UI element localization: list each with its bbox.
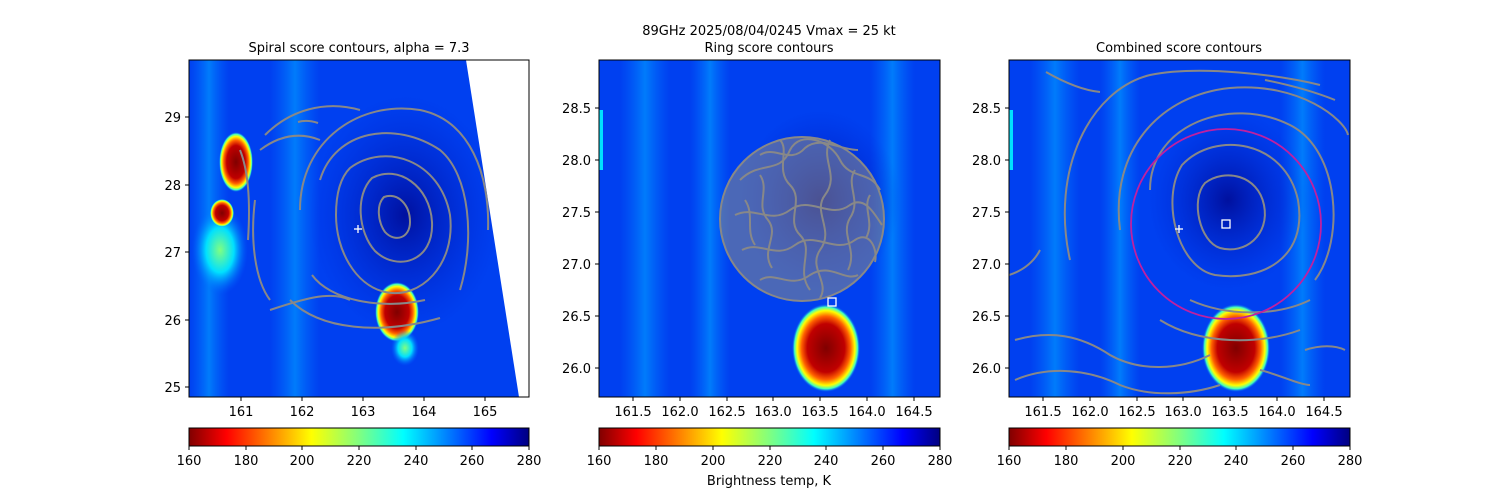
colorbar-tick-label: 280: [928, 454, 953, 469]
x-tick-label: 161: [229, 405, 254, 420]
panel-combined-frame: [1008, 59, 1351, 398]
y-tick-label: 28.0: [562, 154, 591, 169]
x-tick-label: 162.5: [1118, 405, 1155, 420]
panel-ring-frame: [598, 59, 941, 398]
y-tick-label: 27: [164, 246, 181, 261]
y-tick-label: 25: [164, 381, 181, 396]
panel-spiral-cold-cloud: [219, 132, 253, 192]
panel-spiral-cold-cloud: [210, 199, 234, 227]
colorbar-tick-label: 200: [290, 454, 315, 469]
suptitle-line2: Ring score contours: [704, 41, 833, 56]
panel-combined-xticks: 161.5 162.0 162.5 163.0 163.5 164.0 164.…: [1024, 397, 1343, 420]
panel-spiral: Spiral score contours, alpha = 7.3: [164, 41, 541, 469]
colorbar-ring: [598, 427, 941, 447]
colorbar-spiral-ticks: 160 180 200 220 240 260 280: [177, 446, 542, 469]
x-tick-label: 164.5: [1305, 405, 1342, 420]
x-tick-label: 165: [473, 405, 498, 420]
y-tick-label: 28.0: [972, 154, 1001, 169]
colorbar-tick-label: 160: [997, 454, 1022, 469]
panel-ring-contour-disc: [719, 136, 885, 302]
panel-ring-cold-cloud: [792, 304, 860, 392]
panel-ring: 161.5 162.0 162.5 163.0 163.5 164.0 164.…: [562, 59, 953, 489]
colorbar-spiral: [188, 427, 530, 447]
panel-combined-cold-cloud: [1202, 304, 1270, 392]
colorbar-tick-label: 180: [1054, 454, 1079, 469]
x-tick-label: 164: [412, 405, 437, 420]
colorbar-tick-label: 280: [517, 454, 542, 469]
panel-spiral-title: Spiral score contours, alpha = 7.3: [248, 41, 469, 56]
y-tick-label: 28.5: [562, 102, 591, 117]
panel-spiral-xticks: 161 162 163 164 165: [229, 397, 498, 420]
x-tick-label: 163.0: [1164, 405, 1201, 420]
x-tick-label: 163.0: [754, 405, 791, 420]
panel-combined-band: [1030, 60, 1080, 397]
x-tick-label: 162: [290, 405, 315, 420]
panel-ring-yticks: 26.0 26.5 27.0 27.5 28.0 28.5: [562, 102, 599, 377]
colorbar-tick-label: 280: [1338, 454, 1363, 469]
panel-combined: Combined score contours: [972, 41, 1362, 469]
x-tick-label: 161.5: [614, 405, 651, 420]
panel-ring-xticks: 161.5 162.0 162.5 163.0 163.5 164.0 164.…: [614, 397, 933, 420]
colorbar-tick-label: 220: [347, 454, 372, 469]
panel-combined-edge-cyan: [1009, 110, 1013, 170]
colorbar-tick-label: 200: [1111, 454, 1136, 469]
colorbar-tick-label: 180: [644, 454, 669, 469]
panel-ring-edge-cyan: [599, 110, 603, 170]
panel-spiral-cyan-band: [192, 205, 248, 295]
colorbar-tick-label: 160: [587, 454, 612, 469]
colorbar-tick-label: 260: [871, 454, 896, 469]
x-tick-label: 162.0: [1071, 405, 1108, 420]
colorbar-tick-label: 220: [758, 454, 783, 469]
y-tick-label: 26.0: [972, 362, 1001, 377]
x-tick-label: 162.5: [708, 405, 745, 420]
y-tick-label: 27.5: [562, 206, 591, 221]
x-tick-label: 164.0: [1258, 405, 1295, 420]
panel-spiral-yticks: 25 26 27 28 29: [164, 111, 189, 396]
x-tick-label: 163.5: [801, 405, 838, 420]
colorbar-tick-label: 240: [814, 454, 839, 469]
panel-spiral-swath-edge: [466, 60, 529, 397]
panel-ring-center-square: [827, 297, 837, 307]
panel-combined-title: Combined score contours: [1096, 41, 1262, 56]
colorbar-combined: [1008, 427, 1351, 447]
colorbar-tick-label: 200: [701, 454, 726, 469]
panel-spiral-frame: [188, 59, 530, 398]
y-tick-label: 28.5: [972, 102, 1001, 117]
suptitle-line1: 89GHz 2025/08/04/0245 Vmax = 25 kt: [642, 24, 896, 39]
colorbar-ring-ticks: 160 180 200 220 240 260 280: [587, 446, 953, 469]
x-tick-label: 164.5: [895, 405, 932, 420]
panel-combined-contours: [1009, 69, 1349, 395]
colorbar-tick-label: 240: [404, 454, 429, 469]
colorbar-tick-label: 220: [1168, 454, 1193, 469]
colorbar-label: Brightness temp, K: [707, 474, 832, 489]
colorbar-tick-label: 260: [1281, 454, 1306, 469]
panel-combined-center-square: [1221, 219, 1231, 229]
colorbar-tick-label: 240: [1224, 454, 1249, 469]
x-tick-label: 162.0: [661, 405, 698, 420]
colorbar-tick-label: 160: [177, 454, 202, 469]
panel-ring-band: [620, 60, 670, 397]
y-tick-label: 26.0: [562, 362, 591, 377]
y-tick-label: 26: [164, 314, 181, 329]
x-tick-label: 164.0: [848, 405, 885, 420]
colorbar-tick-label: 180: [234, 454, 259, 469]
colorbar-combined-ticks: 160 180 200 220 240 260 280: [997, 446, 1363, 469]
y-tick-label: 26.5: [562, 310, 591, 325]
panel-spiral-contours: [239, 105, 490, 329]
panel-combined-circle: [1130, 128, 1322, 320]
y-tick-label: 28: [164, 179, 181, 194]
y-tick-label: 26.5: [972, 310, 1001, 325]
y-tick-label: 27.0: [562, 258, 591, 273]
y-tick-label: 27.5: [972, 206, 1001, 221]
x-tick-label: 163: [351, 405, 376, 420]
y-tick-label: 27.0: [972, 258, 1001, 273]
panel-spiral-cyan-patch: [391, 330, 419, 366]
x-tick-label: 163.5: [1211, 405, 1248, 420]
colorbar-tick-label: 260: [460, 454, 485, 469]
panel-combined-yticks: 26.0 26.5 27.0 27.5 28.0 28.5: [972, 102, 1009, 377]
x-tick-label: 161.5: [1024, 405, 1061, 420]
y-tick-label: 29: [164, 111, 181, 126]
